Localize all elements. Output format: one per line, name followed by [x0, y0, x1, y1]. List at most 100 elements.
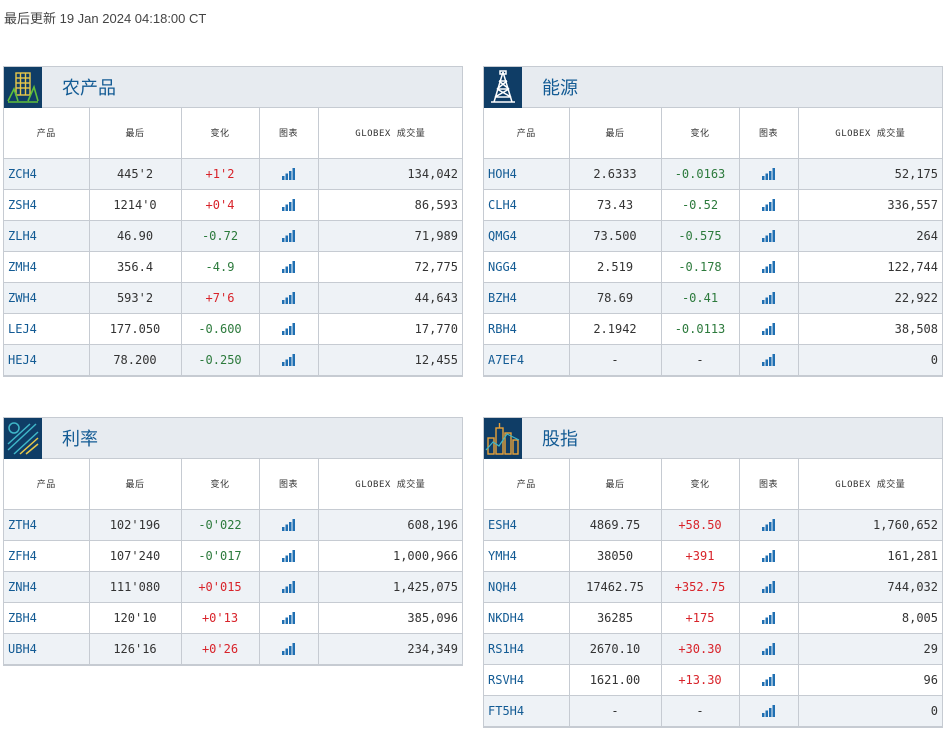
- symbol-link[interactable]: ZBH4: [4, 602, 90, 634]
- quotes-table: 产品 最后 变化 图表 GLOBEX 成交量 ZCH4 445'2 +1'2 134,…: [4, 108, 462, 376]
- col-header-chart: 图表: [259, 108, 319, 159]
- symbol-link[interactable]: ZMH4: [4, 251, 90, 283]
- price-change: +0'13: [181, 602, 260, 634]
- col-header-volume: GLOBEX 成交量: [798, 108, 942, 159]
- bar-chart-icon[interactable]: [282, 611, 295, 625]
- table-row: ZSH4 1214'0 +0'4 86,593: [4, 189, 462, 221]
- globex-volume: 38,508: [798, 313, 942, 345]
- table-row: ZFH4 107'240 -0'017 1,000,966: [4, 540, 462, 572]
- last-price: 2.1942: [569, 313, 662, 345]
- symbol-link[interactable]: RSVH4: [484, 664, 570, 696]
- symbol-link[interactable]: QMG4: [484, 220, 570, 252]
- bar-chart-icon[interactable]: [762, 229, 775, 243]
- table-row: A7EF4- -0: [484, 344, 942, 376]
- symbol-link[interactable]: ZFH4: [4, 540, 90, 572]
- chart-cell: [739, 251, 799, 283]
- bar-chart-icon[interactable]: [762, 611, 775, 625]
- last-price: 38050: [569, 540, 662, 572]
- symbol-link[interactable]: ESH4: [484, 509, 570, 541]
- bar-chart-icon[interactable]: [762, 549, 775, 563]
- bar-chart-icon[interactable]: [762, 260, 775, 274]
- bar-chart-icon[interactable]: [282, 291, 295, 305]
- panel-header: 能源: [484, 66, 942, 108]
- globex-volume: 122,744: [798, 251, 942, 283]
- symbol-link[interactable]: ZWH4: [4, 282, 90, 314]
- symbol-link[interactable]: BZH4: [484, 282, 570, 314]
- wheat-field-icon: [4, 66, 42, 108]
- symbol-link[interactable]: A7EF4: [484, 344, 570, 376]
- bar-chart-icon[interactable]: [282, 642, 295, 656]
- bar-chart-icon[interactable]: [762, 167, 775, 181]
- price-change: +13.30: [661, 664, 740, 696]
- symbol-link[interactable]: ZCH4: [4, 158, 90, 190]
- col-header-volume: GLOBEX 成交量: [798, 459, 942, 510]
- last-price: 2.6333: [569, 158, 662, 190]
- globex-volume: 0: [798, 695, 942, 727]
- globex-volume: 0: [798, 344, 942, 376]
- table-row: ZBH4 120'10 +0'13 385,096: [4, 602, 462, 634]
- table-row: ZLH4 46.90 -0.72 71,989: [4, 220, 462, 252]
- bar-chart-icon[interactable]: [762, 580, 775, 594]
- symbol-link[interactable]: ZLH4: [4, 220, 90, 252]
- bar-chart-icon[interactable]: [282, 549, 295, 563]
- bar-chart-icon[interactable]: [282, 229, 295, 243]
- bar-chart-icon[interactable]: [762, 673, 775, 687]
- symbol-link[interactable]: CLH4: [484, 189, 570, 221]
- quotes-table: 产品 最后 变化 图表 GLOBEX 成交量 ESH4 4869.75 +58.50…: [484, 459, 942, 727]
- bar-chart-icon[interactable]: [762, 353, 775, 367]
- price-change: -0.600: [181, 313, 260, 345]
- symbol-link[interactable]: ZTH4: [4, 509, 90, 541]
- chart-cell: [259, 282, 319, 314]
- last-price: 120'10: [89, 602, 182, 634]
- globex-volume: 608,196: [318, 509, 462, 541]
- bar-chart-icon[interactable]: [762, 642, 775, 656]
- symbol-link[interactable]: YMH4: [484, 540, 570, 572]
- bar-chart-icon[interactable]: [282, 580, 295, 594]
- bar-chart-icon[interactable]: [762, 198, 775, 212]
- globex-volume: 96: [798, 664, 942, 696]
- globex-volume: 1,000,966: [318, 540, 462, 572]
- quotes-table: 产品 最后 变化 图表 GLOBEX 成交量 ZTH4 102'196 -0'022…: [4, 459, 462, 665]
- symbol-link[interactable]: FT5H4: [484, 695, 570, 727]
- quotes-table: 产品 最后 变化 图表 GLOBEX 成交量 HOH4 2.6333 -0.0163…: [484, 108, 942, 376]
- col-header-change: 变化: [661, 459, 740, 510]
- chart-cell: [739, 571, 799, 603]
- chart-cell: [739, 282, 799, 314]
- symbol-link[interactable]: ZNH4: [4, 571, 90, 603]
- globex-volume: 8,005: [798, 602, 942, 634]
- bar-chart-icon[interactable]: [282, 167, 295, 181]
- symbol-link[interactable]: LEJ4: [4, 313, 90, 345]
- oil-derrick-icon: [484, 66, 522, 108]
- chart-cell: [739, 695, 799, 727]
- bar-chart-icon[interactable]: [282, 260, 295, 274]
- last-price: 2670.10: [569, 633, 662, 665]
- bar-chart-icon[interactable]: [282, 322, 295, 336]
- symbol-link[interactable]: ZSH4: [4, 189, 90, 221]
- symbol-link[interactable]: NGG4: [484, 251, 570, 283]
- bar-chart-icon[interactable]: [762, 291, 775, 305]
- symbol-link[interactable]: HOH4: [484, 158, 570, 190]
- price-change: -0.178: [661, 251, 740, 283]
- symbol-link[interactable]: UBH4: [4, 633, 90, 665]
- bar-chart-icon[interactable]: [282, 198, 295, 212]
- col-header-product: 产品: [4, 108, 90, 159]
- symbol-link[interactable]: NKDH4: [484, 602, 570, 634]
- bar-chart-icon[interactable]: [282, 518, 295, 532]
- chart-cell: [259, 602, 319, 634]
- chart-cell: [739, 509, 799, 541]
- symbol-link[interactable]: RBH4: [484, 313, 570, 345]
- symbol-link[interactable]: RS1H4: [484, 633, 570, 665]
- table-row: ZNH4 111'080 +0'015 1,425,075: [4, 571, 462, 603]
- quotes-body: HOH4 2.6333 -0.0163 52,175 CLH4 73.43 -0.52 336…: [484, 158, 942, 376]
- bar-chart-icon[interactable]: [762, 518, 775, 532]
- col-header-last: 最后: [569, 459, 662, 510]
- bar-chart-icon[interactable]: [282, 353, 295, 367]
- bar-chart-icon[interactable]: [762, 322, 775, 336]
- table-row: HOH4 2.6333 -0.0163 52,175: [484, 158, 942, 190]
- table-row: NQH4 17462.75 +352.75 744,032: [484, 571, 942, 603]
- bar-chart-icon[interactable]: [762, 704, 775, 718]
- symbol-link[interactable]: NQH4: [484, 571, 570, 603]
- panel-agriculture: 农产品 产品 最后 变化 图表 GLOBEX 成交量 ZCH4 445'2 +1'2…: [3, 66, 463, 377]
- chart-cell: [739, 664, 799, 696]
- symbol-link[interactable]: HEJ4: [4, 344, 90, 376]
